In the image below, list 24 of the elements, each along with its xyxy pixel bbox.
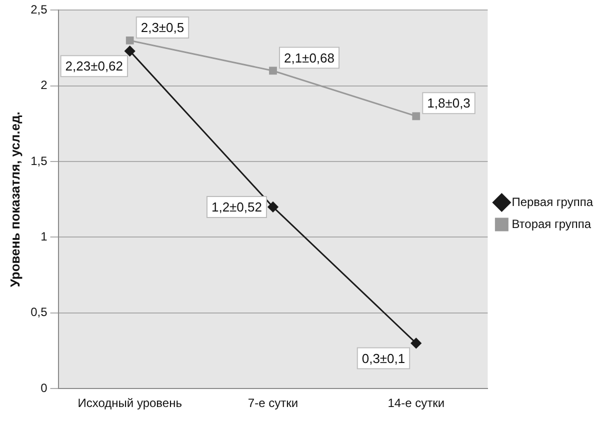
point [410, 338, 422, 348]
data-label: 2,23±0,62 [65, 58, 124, 74]
point [124, 46, 136, 56]
data-label: 1,2±0,52 [211, 200, 262, 215]
point [268, 202, 278, 212]
y-tick-label: 2 [40, 78, 48, 92]
y-tick-label: 0,5 [30, 305, 48, 320]
y-tick-label: 1 [40, 230, 48, 244]
data-label: 2,3±0,5 [140, 20, 184, 36]
y-tick-label: 2,5 [30, 2, 48, 17]
y-tick-label: 1,5 [30, 154, 48, 168]
x-tick-label: Исходный уровень [78, 396, 182, 410]
x-tick-label: 7-е сутки [248, 396, 298, 410]
point [269, 66, 277, 75]
data-label: 0,3±0,1 [362, 350, 406, 366]
legend-label: Первая группа [512, 194, 594, 209]
data-label: 1,8±0,3 [427, 96, 470, 111]
y-axis-title: Уровень показатля, усл.ед. [7, 112, 22, 288]
y-tick-label: 0 [40, 380, 48, 395]
data-label: 2,1±0,68 [284, 50, 335, 66]
x-tick-label: 14-е сутки [388, 396, 445, 410]
legend-label: Вторая группа [512, 216, 592, 231]
point [126, 36, 134, 44]
point [412, 112, 420, 120]
